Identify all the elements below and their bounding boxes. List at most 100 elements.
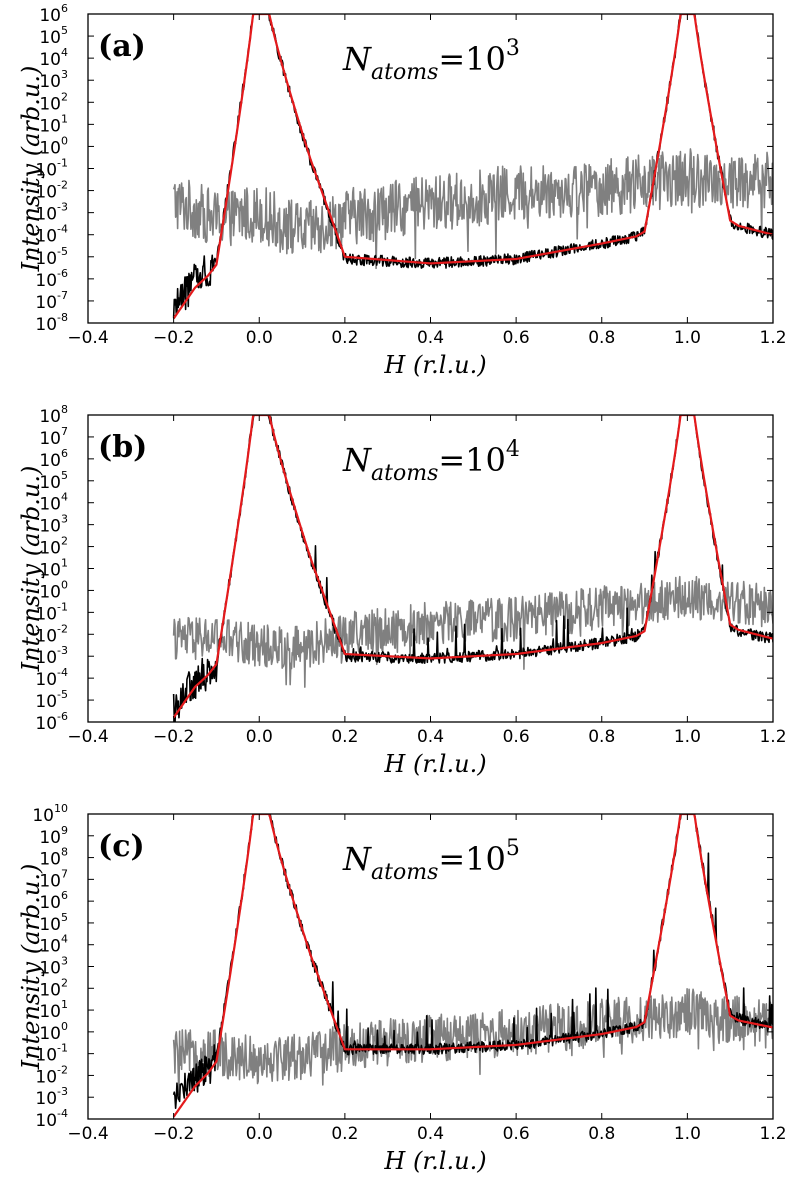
- y-tick-base: 10: [39, 473, 61, 493]
- y-tick-exponent: -2: [57, 1063, 68, 1076]
- panel-c: −0.4 −0.2 0.0 0.2 0.4 0.6 0.8 1.0 1.210-410-310-…: [17, 802, 787, 1175]
- y-tick-exponent: -3: [57, 644, 68, 657]
- x-tick-label: 0.4: [417, 1124, 444, 1144]
- y-tick-base: 10: [39, 959, 61, 979]
- y-tick-exponent: -4: [57, 1107, 68, 1120]
- x-tick-label: 1.0: [674, 727, 701, 747]
- y-tick-exponent: 0: [61, 578, 68, 591]
- y-tick-label: 100: [39, 578, 68, 602]
- x-axis-label: H (r.l.u.): [383, 750, 486, 778]
- y-tick-base: 10: [39, 871, 61, 891]
- y-tick-base: 10: [35, 249, 57, 269]
- panel-label: (b): [98, 430, 147, 465]
- y-tick-exponent: -4: [57, 666, 68, 679]
- y-axis-label: Intensity (arb.u.): [17, 864, 45, 1071]
- x-tick-label: −0.2: [153, 328, 194, 348]
- gray-series-line: [172, 987, 773, 1096]
- y-tick-base: 10: [39, 6, 61, 26]
- y-tick-label: 101: [39, 557, 68, 581]
- red-fit-line: [172, 415, 773, 719]
- y-tick-base: 10: [39, 517, 61, 537]
- natoms-annotation: Natoms=104: [342, 437, 520, 486]
- y-tick-base: 10: [39, 561, 61, 581]
- natoms-annotation: Natoms=105: [342, 836, 520, 885]
- y-tick-exponent: 6: [61, 889, 68, 902]
- y-tick-exponent: 8: [61, 403, 68, 416]
- y-tick-label: 105: [39, 469, 68, 493]
- y-tick-label: 103: [39, 68, 68, 92]
- y-tick-base: 10: [35, 227, 57, 247]
- annotation-base: N: [342, 40, 372, 78]
- y-tick-base: 10: [39, 116, 61, 136]
- x-tick-label: 0.0: [246, 328, 273, 348]
- y-axis-label: Intensity (arb.u.): [17, 66, 45, 273]
- y-tick-exponent: 2: [61, 535, 68, 548]
- y-tick-exponent: -7: [57, 289, 68, 302]
- y-tick-label: 10-5: [35, 245, 68, 269]
- x-tick-label: −0.4: [67, 727, 108, 747]
- y-tick-exponent: -2: [57, 622, 68, 635]
- x-tick-label: −0.2: [153, 1124, 194, 1144]
- y-tick-base: 10: [35, 626, 57, 646]
- x-tick-label: 0.4: [417, 727, 444, 747]
- y-tick-label: 108: [39, 846, 68, 870]
- y-tick-base: 10: [39, 138, 61, 158]
- y-tick-exponent: -1: [57, 600, 68, 613]
- y-tick-label: 103: [39, 955, 68, 979]
- y-tick-exponent: -1: [57, 157, 68, 170]
- y-tick-label: 109: [39, 824, 68, 848]
- gray-series-line: [172, 575, 773, 688]
- y-tick-base: 10: [39, 1024, 61, 1044]
- y-tick-base: 10: [35, 714, 57, 734]
- x-tick-label: 0.6: [503, 328, 530, 348]
- panel-a: −0.4 −0.2 0.0 0.2 0.4 0.6 0.8 1.0 1.210-810-710-…: [17, 2, 787, 379]
- y-tick-exponent: -3: [57, 1085, 68, 1098]
- y-tick-base: 10: [39, 495, 61, 515]
- y-tick-base: 10: [35, 1046, 57, 1066]
- y-tick-exponent: 7: [61, 867, 68, 880]
- y-tick-label: 101: [39, 998, 68, 1022]
- panel-label: (a): [98, 29, 146, 64]
- y-tick-label: 104: [39, 491, 68, 515]
- y-tick-exponent: 6: [61, 2, 68, 15]
- x-tick-label: 1.0: [674, 328, 701, 348]
- y-tick-label: 106: [39, 447, 68, 471]
- y-tick-base: 10: [35, 1089, 57, 1109]
- y-tick-exponent: 3: [61, 68, 68, 81]
- x-tick-label: 0.2: [331, 727, 358, 747]
- x-tick-label: 0.0: [246, 727, 273, 747]
- y-tick-exponent: -6: [57, 710, 68, 723]
- y-tick-label: 102: [39, 535, 68, 559]
- y-tick-exponent: 1: [61, 112, 68, 125]
- gray-series-line: [172, 148, 773, 270]
- y-tick-label: 10-4: [35, 666, 68, 690]
- y-tick-label: 102: [39, 90, 68, 114]
- y-tick-label: 10-2: [35, 622, 68, 646]
- annotation-equals: =10: [438, 441, 506, 479]
- x-tick-label: 0.8: [588, 727, 615, 747]
- y-tick-label: 10-7: [35, 289, 68, 313]
- plot-area: [172, 415, 773, 722]
- y-tick-exponent: 4: [61, 933, 68, 946]
- y-tick-label: 107: [39, 425, 68, 449]
- annotation-base: N: [342, 441, 372, 479]
- y-tick-label: 100: [39, 134, 68, 158]
- y-tick-label: 10-5: [35, 688, 68, 712]
- y-tick-exponent: 10: [54, 802, 68, 815]
- x-tick-label: 0.2: [331, 1124, 358, 1144]
- y-tick-base: 10: [39, 539, 61, 559]
- annotation-exponent: 4: [506, 437, 520, 462]
- y-tick-exponent: 4: [61, 491, 68, 504]
- y-tick-label: 1010: [32, 802, 68, 826]
- x-tick-label: −0.2: [153, 727, 194, 747]
- y-tick-base: 10: [35, 1111, 57, 1131]
- y-tick-base: 10: [35, 293, 57, 313]
- y-tick-exponent: -2: [57, 179, 68, 192]
- y-axis-label: Intensity (arb.u.): [17, 466, 45, 673]
- y-tick-exponent: -1: [57, 1042, 68, 1055]
- y-tick-base: 10: [39, 407, 61, 427]
- y-tick-base: 10: [35, 692, 57, 712]
- y-tick-exponent: 2: [61, 976, 68, 989]
- y-tick-label: 106: [39, 2, 68, 26]
